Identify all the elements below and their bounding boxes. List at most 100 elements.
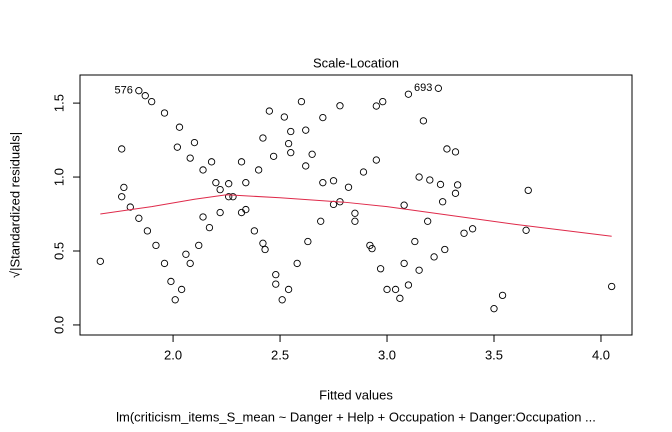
point (372, 102, 380, 110)
point (404, 90, 413, 98)
point (426, 176, 434, 184)
point (225, 193, 233, 201)
smooth-line (100, 194, 612, 237)
point (152, 241, 160, 250)
point (411, 237, 419, 246)
point (451, 148, 460, 156)
point (216, 208, 224, 217)
point (522, 226, 530, 234)
point (460, 229, 468, 237)
point (272, 280, 280, 288)
point (404, 281, 413, 289)
point (207, 158, 216, 166)
point (186, 154, 194, 162)
point (120, 183, 128, 192)
point (269, 152, 278, 160)
point (199, 166, 207, 174)
point (212, 179, 220, 187)
point (317, 217, 325, 225)
point (351, 217, 359, 225)
point (372, 156, 380, 164)
point (250, 227, 259, 235)
point (287, 148, 295, 157)
point (229, 193, 237, 201)
point (278, 296, 286, 304)
point (261, 245, 269, 254)
chart-title: Scale-Location (313, 55, 399, 70)
point (368, 244, 376, 253)
point (436, 180, 445, 189)
point (242, 205, 250, 214)
point (441, 245, 449, 254)
point (400, 201, 408, 209)
point (424, 217, 432, 225)
point (379, 97, 387, 106)
x-tick-label: 3.0 (378, 347, 396, 362)
point (287, 127, 295, 136)
point (96, 257, 104, 265)
point (167, 277, 175, 286)
point (451, 189, 460, 197)
point (302, 162, 310, 170)
x-tick-label: 2.5 (271, 347, 289, 362)
x-tick-label: 2.0 (164, 347, 182, 362)
point (359, 168, 368, 176)
point (608, 282, 616, 291)
point (265, 107, 273, 115)
point (272, 271, 280, 279)
point (490, 305, 498, 313)
point (255, 166, 263, 174)
point (430, 253, 438, 261)
point (242, 179, 250, 187)
point (135, 214, 143, 222)
point (280, 113, 288, 121)
point (443, 145, 451, 153)
point (126, 203, 134, 211)
point (135, 87, 143, 95)
x-tick-label: 4.0 (592, 347, 610, 362)
point (383, 285, 391, 294)
point (175, 123, 184, 131)
point (259, 134, 267, 142)
point (344, 183, 353, 191)
point (216, 185, 224, 194)
point (148, 97, 156, 106)
point (415, 266, 423, 274)
point-label: 693 (414, 82, 432, 94)
point (498, 291, 507, 300)
point (143, 227, 152, 235)
point (177, 285, 186, 294)
point-label: 576 (114, 85, 132, 97)
point (237, 158, 246, 166)
point (259, 239, 267, 247)
point (160, 259, 169, 268)
point (308, 150, 316, 158)
point (439, 198, 447, 206)
point (396, 294, 404, 302)
point (419, 117, 428, 125)
point (118, 145, 126, 153)
point (141, 92, 149, 100)
y-tick-label: 0.5 (51, 242, 66, 260)
point (118, 193, 126, 201)
y-tick-label: 0.0 (51, 316, 66, 334)
y-tick-label: 1.0 (51, 168, 66, 186)
point (391, 285, 400, 294)
point (160, 109, 169, 117)
plot-frame (79, 74, 633, 336)
point (376, 265, 385, 273)
x-tick-label: 3.5 (485, 347, 503, 362)
point (351, 209, 359, 217)
point (205, 223, 214, 232)
point (173, 143, 181, 151)
point (329, 177, 338, 185)
y-axis-label: √|Standardized residuals| (7, 132, 22, 278)
point (171, 296, 179, 304)
point (329, 200, 338, 209)
point (225, 180, 233, 188)
point (302, 126, 310, 134)
point (182, 250, 190, 258)
point (186, 259, 194, 268)
point (319, 113, 327, 122)
